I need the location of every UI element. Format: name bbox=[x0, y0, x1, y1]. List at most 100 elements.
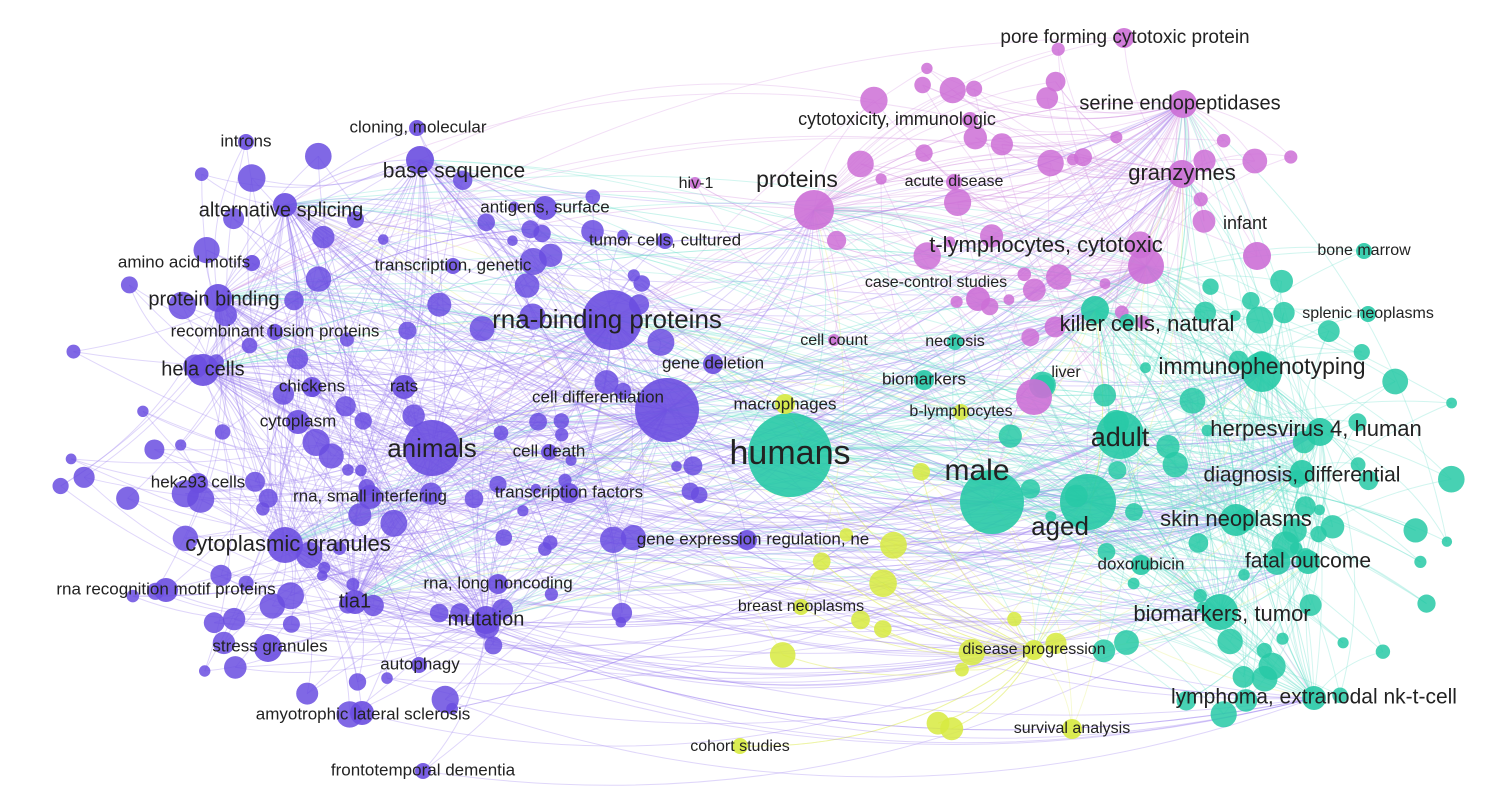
network-node-pore-forming-cytotoxic-protein[interactable] bbox=[1114, 28, 1134, 48]
network-node-cytoplasmic-granules[interactable] bbox=[267, 527, 303, 563]
network-node-disease-progression[interactable] bbox=[1024, 640, 1044, 660]
network-node-lymphoma-extranodal-nk-t-cell[interactable] bbox=[1302, 686, 1326, 710]
network-node-amyotrophic-lateral-sclerosis[interactable] bbox=[350, 701, 374, 725]
network-node-unlabeled bbox=[1210, 701, 1237, 728]
network-node-killer-cells-natural[interactable] bbox=[1081, 296, 1109, 324]
network-node-chickens[interactable] bbox=[302, 377, 322, 397]
network-node-herpesvirus-4-human[interactable] bbox=[1306, 418, 1334, 446]
network-edge bbox=[233, 618, 487, 643]
network-edge bbox=[431, 160, 1205, 449]
network-node-liver[interactable] bbox=[1016, 379, 1052, 415]
network-edge bbox=[202, 365, 691, 492]
network-node-skin-neoplasms[interactable] bbox=[1220, 504, 1252, 536]
network-edge bbox=[739, 649, 1035, 747]
network-node-alternative-splicing[interactable] bbox=[273, 193, 297, 217]
network-node-diagnosis-differential[interactable] bbox=[1290, 460, 1314, 484]
network-node-biomarkers-tumor[interactable] bbox=[1202, 594, 1238, 630]
network-node-acute-disease[interactable] bbox=[946, 174, 962, 190]
network-node-rna-binding-proteins[interactable] bbox=[582, 290, 642, 350]
network-node-tumor-cells-cultured[interactable] bbox=[657, 233, 673, 249]
network-edge bbox=[422, 619, 487, 772]
network-edge bbox=[782, 649, 1035, 676]
network-node-cell-count[interactable] bbox=[828, 334, 840, 346]
network-node-rats[interactable] bbox=[392, 375, 416, 399]
network-node-autophagy[interactable] bbox=[411, 657, 427, 673]
network-edge bbox=[512, 240, 1096, 334]
network-node-rna-recognition-motif-proteins[interactable] bbox=[154, 578, 178, 602]
network-node-tia1[interactable] bbox=[343, 590, 367, 614]
network-edge bbox=[217, 297, 1266, 680]
network-node-protein-binding[interactable] bbox=[204, 284, 232, 312]
network-edge bbox=[202, 103, 1184, 376]
network-node-infant[interactable] bbox=[1243, 242, 1271, 270]
network-node-gene-expression-regulation-ne[interactable] bbox=[737, 530, 757, 550]
network-edge bbox=[789, 447, 1278, 563]
network-node-macrophages[interactable] bbox=[775, 394, 795, 414]
network-node-hiv-1[interactable] bbox=[689, 177, 701, 189]
network-node-recombinant-fusion-proteins[interactable] bbox=[267, 324, 283, 340]
network-node-splenic-neoplasms[interactable] bbox=[1360, 306, 1376, 322]
network-edge bbox=[419, 159, 613, 321]
network-node-transcription-genetic[interactable] bbox=[445, 258, 461, 274]
network-node-base-sequence[interactable] bbox=[406, 146, 434, 174]
node-label-transcription-factors: transcription factors bbox=[495, 482, 643, 501]
network-node-t-lymphocytes-cytotoxic[interactable] bbox=[1128, 248, 1164, 284]
network-node-antigens-surface[interactable] bbox=[533, 196, 557, 220]
network-edge bbox=[485, 513, 1309, 621]
network-node-unlabeled bbox=[530, 483, 541, 494]
network-edge bbox=[202, 369, 420, 666]
network-node-proteins[interactable] bbox=[794, 190, 834, 230]
network-node-immunophenotyping[interactable] bbox=[1242, 352, 1282, 392]
network-node-rna-long-noncoding[interactable] bbox=[488, 574, 508, 594]
network-edge bbox=[923, 152, 1147, 267]
network-node-necrosis[interactable] bbox=[947, 334, 963, 350]
network-node-bone-marrow[interactable] bbox=[1356, 243, 1372, 259]
network-edge bbox=[284, 204, 791, 456]
network-node-animals[interactable] bbox=[404, 420, 460, 476]
network-node-stress-granules[interactable] bbox=[254, 634, 282, 662]
network-edge bbox=[194, 204, 286, 367]
network-node-granzymes[interactable] bbox=[1168, 160, 1196, 188]
network-node-cell-differentiation[interactable] bbox=[635, 378, 699, 442]
network-node-unlabeled bbox=[339, 332, 354, 347]
network-node-b-lymphocytes[interactable] bbox=[953, 404, 969, 420]
network-node-cell-death[interactable] bbox=[541, 444, 557, 460]
network-node-aged[interactable] bbox=[1060, 474, 1116, 530]
network-edge bbox=[535, 434, 1121, 519]
network-node-transcription-factors[interactable] bbox=[559, 483, 579, 503]
network-edge bbox=[991, 426, 1321, 503]
network-node-humans[interactable] bbox=[748, 413, 832, 497]
network-node-unlabeled bbox=[277, 582, 304, 610]
network-node-unlabeled bbox=[1193, 149, 1216, 172]
network-node-mutation[interactable] bbox=[472, 606, 500, 634]
network-node-amino-acid-motifs[interactable] bbox=[244, 255, 260, 271]
network-node-case-control-studies[interactable] bbox=[966, 287, 990, 311]
network-edge bbox=[1145, 156, 1291, 267]
network-node-frontotemporal-dementia[interactable] bbox=[415, 763, 431, 779]
network-node-doxorubicin[interactable] bbox=[1131, 555, 1151, 575]
network-node-introns[interactable] bbox=[238, 134, 254, 150]
network-node-cloning-molecular[interactable] bbox=[409, 120, 425, 136]
network-edge bbox=[560, 420, 1315, 699]
network-node-serine-endopeptidases[interactable] bbox=[1169, 90, 1197, 118]
network-node-biomarkers[interactable] bbox=[914, 370, 934, 390]
network-node-unlabeled bbox=[1074, 148, 1092, 167]
network-node-cytotoxicity-immunologic[interactable] bbox=[962, 112, 978, 128]
network-node-fatal-outcome[interactable] bbox=[1296, 550, 1320, 574]
network-node-hela-cells[interactable] bbox=[187, 354, 219, 386]
network-edge bbox=[880, 178, 1121, 436]
network-node-breast-neoplasms[interactable] bbox=[793, 599, 809, 615]
network-node-adult[interactable] bbox=[1096, 411, 1144, 459]
network-node-unlabeled bbox=[1310, 526, 1327, 543]
network-edge bbox=[1198, 371, 1263, 544]
network-node-gene-deletion[interactable] bbox=[703, 354, 723, 374]
network-node-cohort-studies[interactable] bbox=[732, 738, 748, 754]
network-node-survival-analysis[interactable] bbox=[1062, 719, 1082, 739]
network-edge bbox=[1119, 103, 1191, 436]
network-node-rna-small-interfering[interactable] bbox=[358, 485, 382, 509]
network-node-cytoplasm[interactable] bbox=[286, 410, 310, 434]
network-edge bbox=[217, 297, 395, 524]
network-node-male[interactable] bbox=[960, 470, 1024, 534]
network-node-hek293-cells[interactable] bbox=[188, 473, 208, 493]
network-edge bbox=[813, 169, 1201, 211]
